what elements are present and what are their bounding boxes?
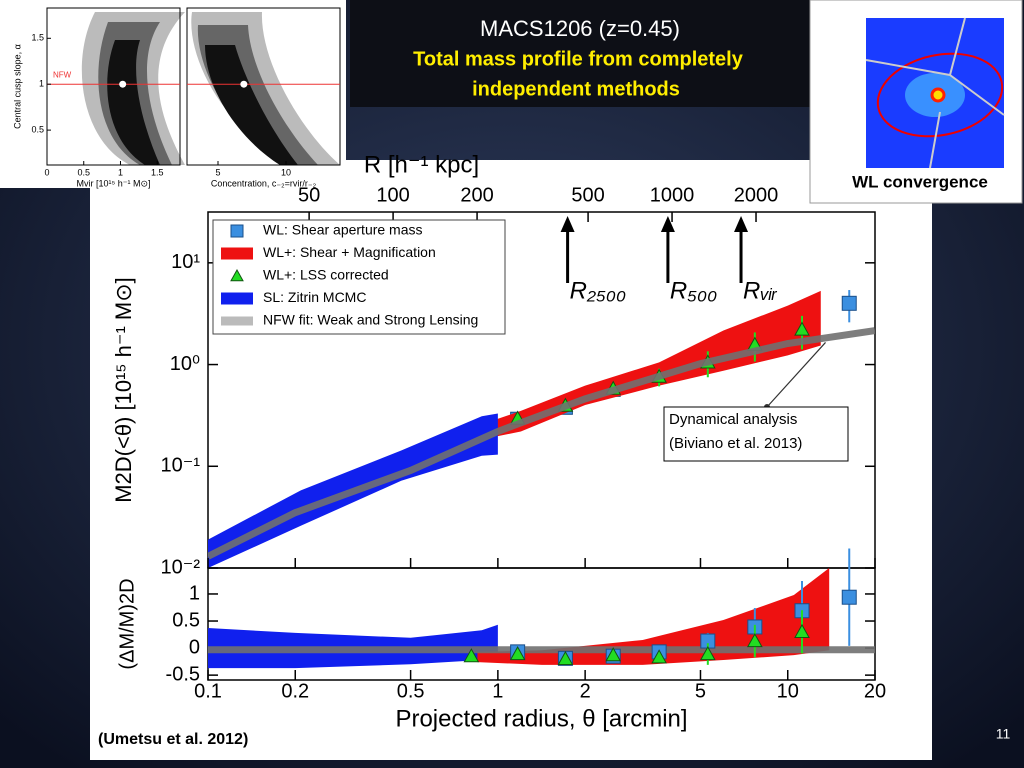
inset-axes — [186, 7, 341, 166]
y-tick-label: 1 — [39, 79, 44, 89]
triangle-marker — [794, 321, 810, 336]
x-axis-label: Projected radius, θ [arcmin] — [395, 705, 687, 732]
square-marker — [230, 224, 244, 238]
wl-lines — [865, 17, 1005, 169]
x-tick-label: 20 — [864, 680, 886, 702]
x-tick-label: 0.5 — [397, 680, 425, 702]
plot-area — [207, 567, 876, 681]
y-axis-label: Central cusp slope, α — [12, 44, 22, 129]
y-tick-label: 1 — [189, 582, 200, 604]
x-axis-label: Mvir [10¹⁵ h⁻¹ M⊙] — [76, 178, 150, 188]
title: MACS1206 (z=0.45) — [480, 16, 680, 41]
contour — [107, 40, 160, 165]
wl-label: WL convergence — [852, 172, 988, 191]
triangle-marker — [230, 268, 244, 282]
y-tick-label: 0 — [189, 636, 200, 658]
x-tick-label: 10 — [281, 167, 291, 177]
x-axis-label: Concentration, c₋₂=rvir/r₋₂ — [211, 178, 317, 188]
legend-swatch — [221, 292, 253, 305]
legend-label: WL+: LSS corrected — [263, 267, 389, 283]
x-tick-label: 0.2 — [281, 680, 309, 702]
x-tick-label: 1.5 — [151, 167, 164, 177]
legend-label: SL: Zitrin MCMC — [263, 289, 366, 305]
triangle-marker — [794, 623, 810, 638]
contour — [205, 45, 298, 165]
triangle-marker — [605, 647, 622, 662]
y-tick-label: 1.5 — [31, 33, 44, 43]
y-tick-label: 0.5 — [172, 609, 200, 631]
triangle-marker — [651, 649, 667, 664]
triangle-marker — [746, 633, 763, 648]
x2-tick-label: 2000 — [734, 184, 779, 206]
reference-label: NFW — [53, 70, 72, 79]
triangle-marker — [557, 650, 574, 665]
x-tick-label: 0.5 — [77, 167, 90, 177]
x2-axis-label: R [h⁻¹ kpc] — [364, 151, 479, 178]
y-tick-label: 10⁻² — [161, 556, 201, 578]
triangle-marker — [463, 648, 480, 663]
legend-swatch — [221, 247, 253, 260]
x-tick-label: 10 — [777, 680, 799, 702]
legend-label: WL: Shear aperture mass — [263, 222, 423, 238]
x-tick-label: 5 — [216, 167, 221, 177]
annotation-text: Dynamical analysis — [669, 411, 797, 428]
arrow-head — [734, 216, 749, 232]
y-tick-label: 10⁰ — [170, 353, 200, 375]
arrow-head — [560, 216, 575, 232]
band — [477, 568, 830, 665]
x2-tick-label: 500 — [571, 184, 604, 206]
subtitle: independent methods — [472, 78, 680, 100]
x2-tick-label: 100 — [376, 184, 409, 206]
arrow-label: R₅₀₀ — [670, 277, 717, 304]
arrow-label: Rᵥᵢᵣ — [743, 277, 778, 304]
page-number: 11 — [996, 726, 1011, 742]
y-tick-label: 10⁻¹ — [161, 455, 201, 477]
x2-tick-label: 200 — [460, 184, 493, 206]
x-tick-label: 0.1 — [194, 680, 222, 702]
subtitle: Total mass profile from completely — [413, 48, 744, 70]
wl-ellipse — [876, 52, 1004, 138]
best-fit — [240, 80, 248, 88]
annotation-box — [663, 406, 849, 462]
wl-peak — [930, 87, 946, 103]
y-tick-label: 10¹ — [171, 251, 200, 273]
y-axis-label: (ΔM/M)2D — [116, 578, 138, 669]
x-tick-label: 5 — [695, 680, 706, 702]
x-tick-label: 1 — [492, 680, 503, 702]
contours — [81, 12, 340, 165]
legend-label: WL+: Shear + Magnification — [263, 244, 436, 260]
best-fit — [119, 80, 127, 88]
y-tick-label: 0.5 — [31, 124, 44, 134]
inset-axes — [46, 7, 181, 166]
title-box — [350, 0, 810, 107]
annotation-text: (Biviano et al. 2013) — [669, 435, 802, 452]
arrow-head — [660, 216, 675, 232]
y-tick-label: -0.5 — [166, 663, 200, 685]
x-tick-label: 2 — [580, 680, 591, 702]
line — [208, 327, 875, 560]
y-axis-label: M2D(<θ) [10¹⁵ h⁻¹ M⊙] — [111, 277, 136, 503]
triangle-marker — [699, 645, 716, 661]
x2-tick-label: 1000 — [650, 184, 695, 206]
square-marker — [841, 295, 857, 311]
citation: (Umetsu et al. 2012) — [98, 731, 248, 748]
legend-box — [212, 219, 506, 335]
x2-tick-label: 50 — [298, 184, 320, 206]
x-tick-label: 1 — [118, 167, 123, 177]
annotation-arrow — [766, 342, 826, 408]
triangle-marker — [509, 645, 526, 661]
square-marker — [841, 589, 857, 605]
x-tick-label: 0 — [44, 167, 49, 177]
arrow-label: R₂₅₀₀ — [570, 277, 626, 304]
legend-label: NFW fit: Weak and Strong Lensing — [263, 312, 478, 328]
